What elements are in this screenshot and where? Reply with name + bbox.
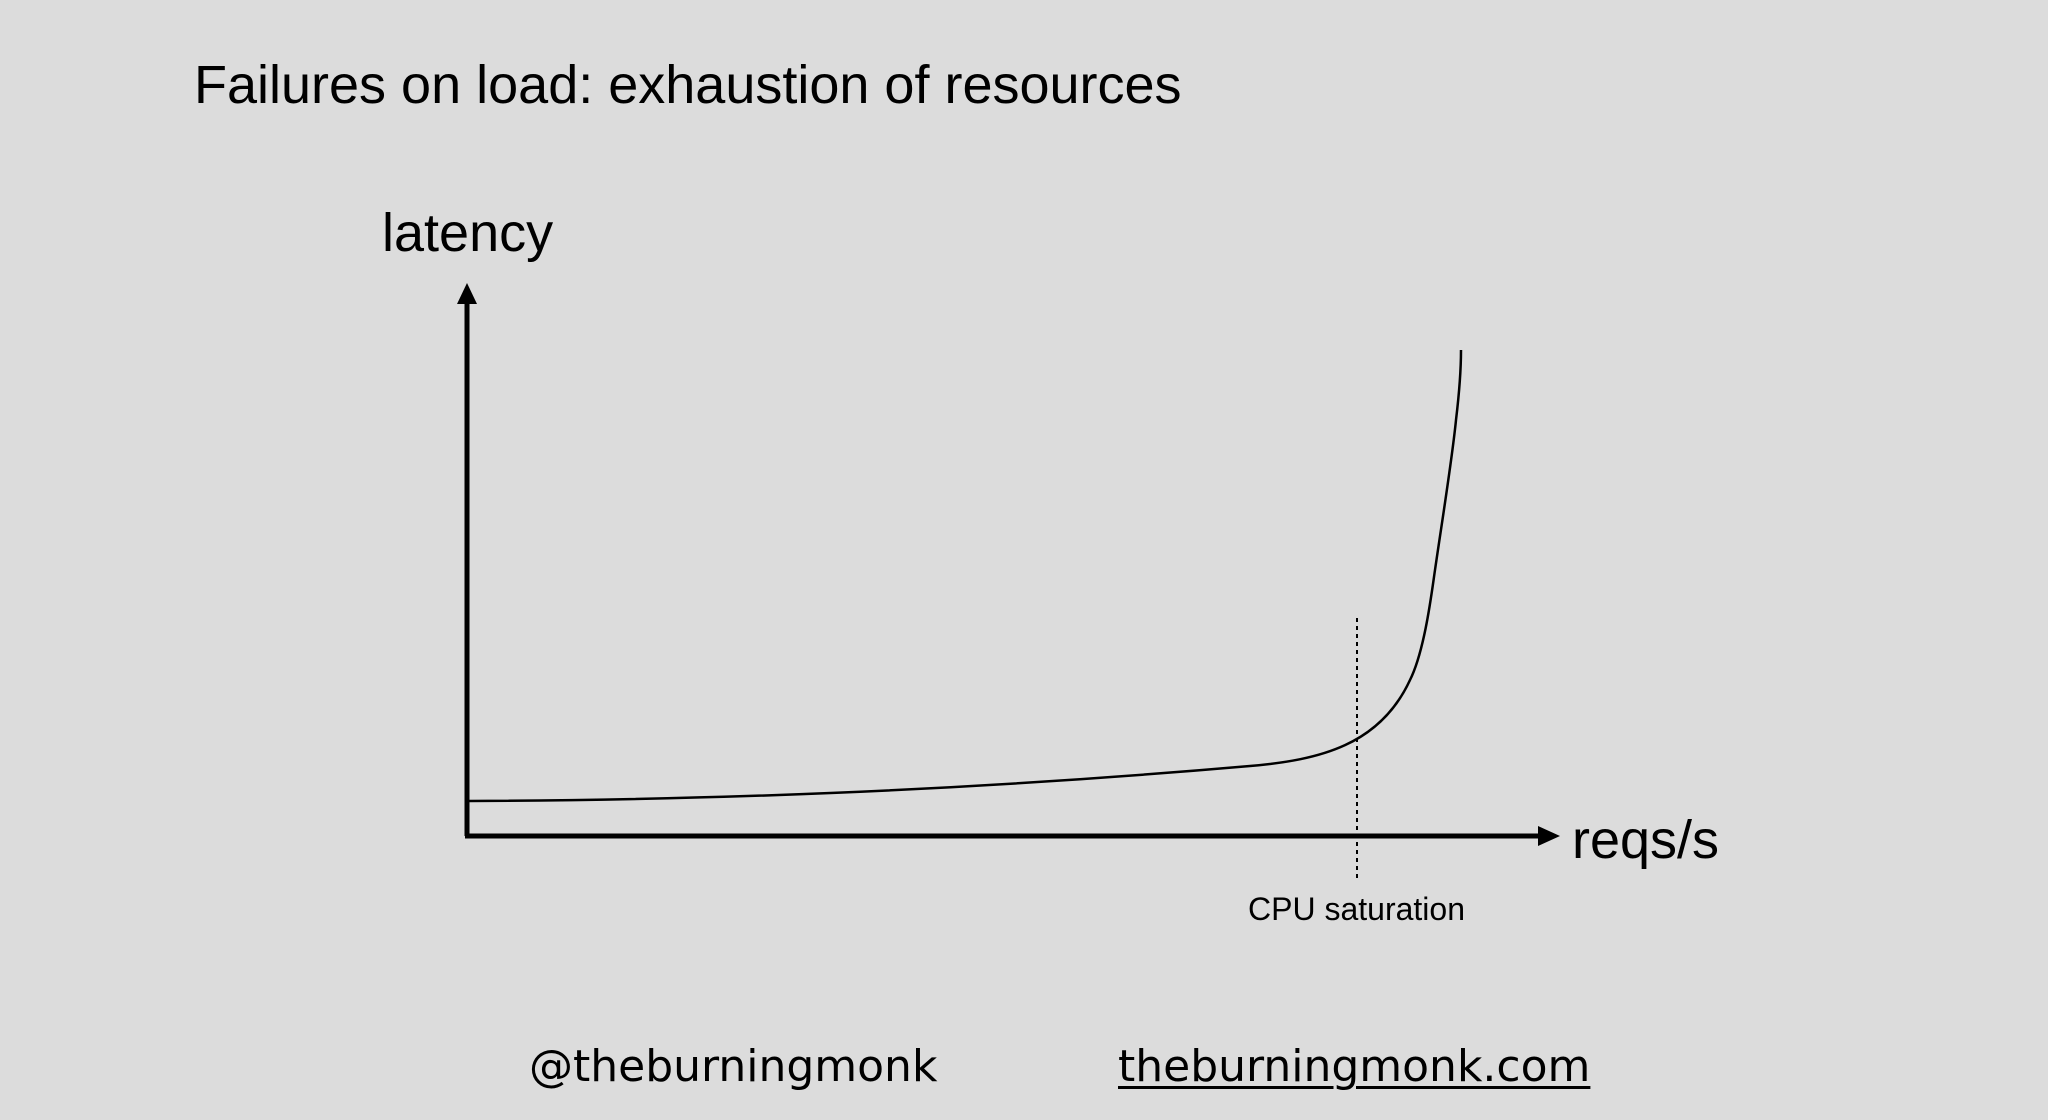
latency-curve bbox=[468, 349, 1463, 803]
x-axis-arrowhead bbox=[1538, 826, 1560, 846]
footer-site-link[interactable]: theburningmonk.com bbox=[1118, 1041, 1591, 1092]
y-axis-label: latency bbox=[382, 203, 554, 263]
footer-handle: @theburningmonk bbox=[529, 1041, 938, 1092]
cpu-saturation-label: CPU saturation bbox=[1248, 891, 1465, 927]
x-axis-label: reqs/s bbox=[1572, 810, 1720, 870]
slide-title: Failures on load: exhaustion of resource… bbox=[194, 55, 1182, 115]
y-axis-arrowhead bbox=[457, 283, 477, 304]
